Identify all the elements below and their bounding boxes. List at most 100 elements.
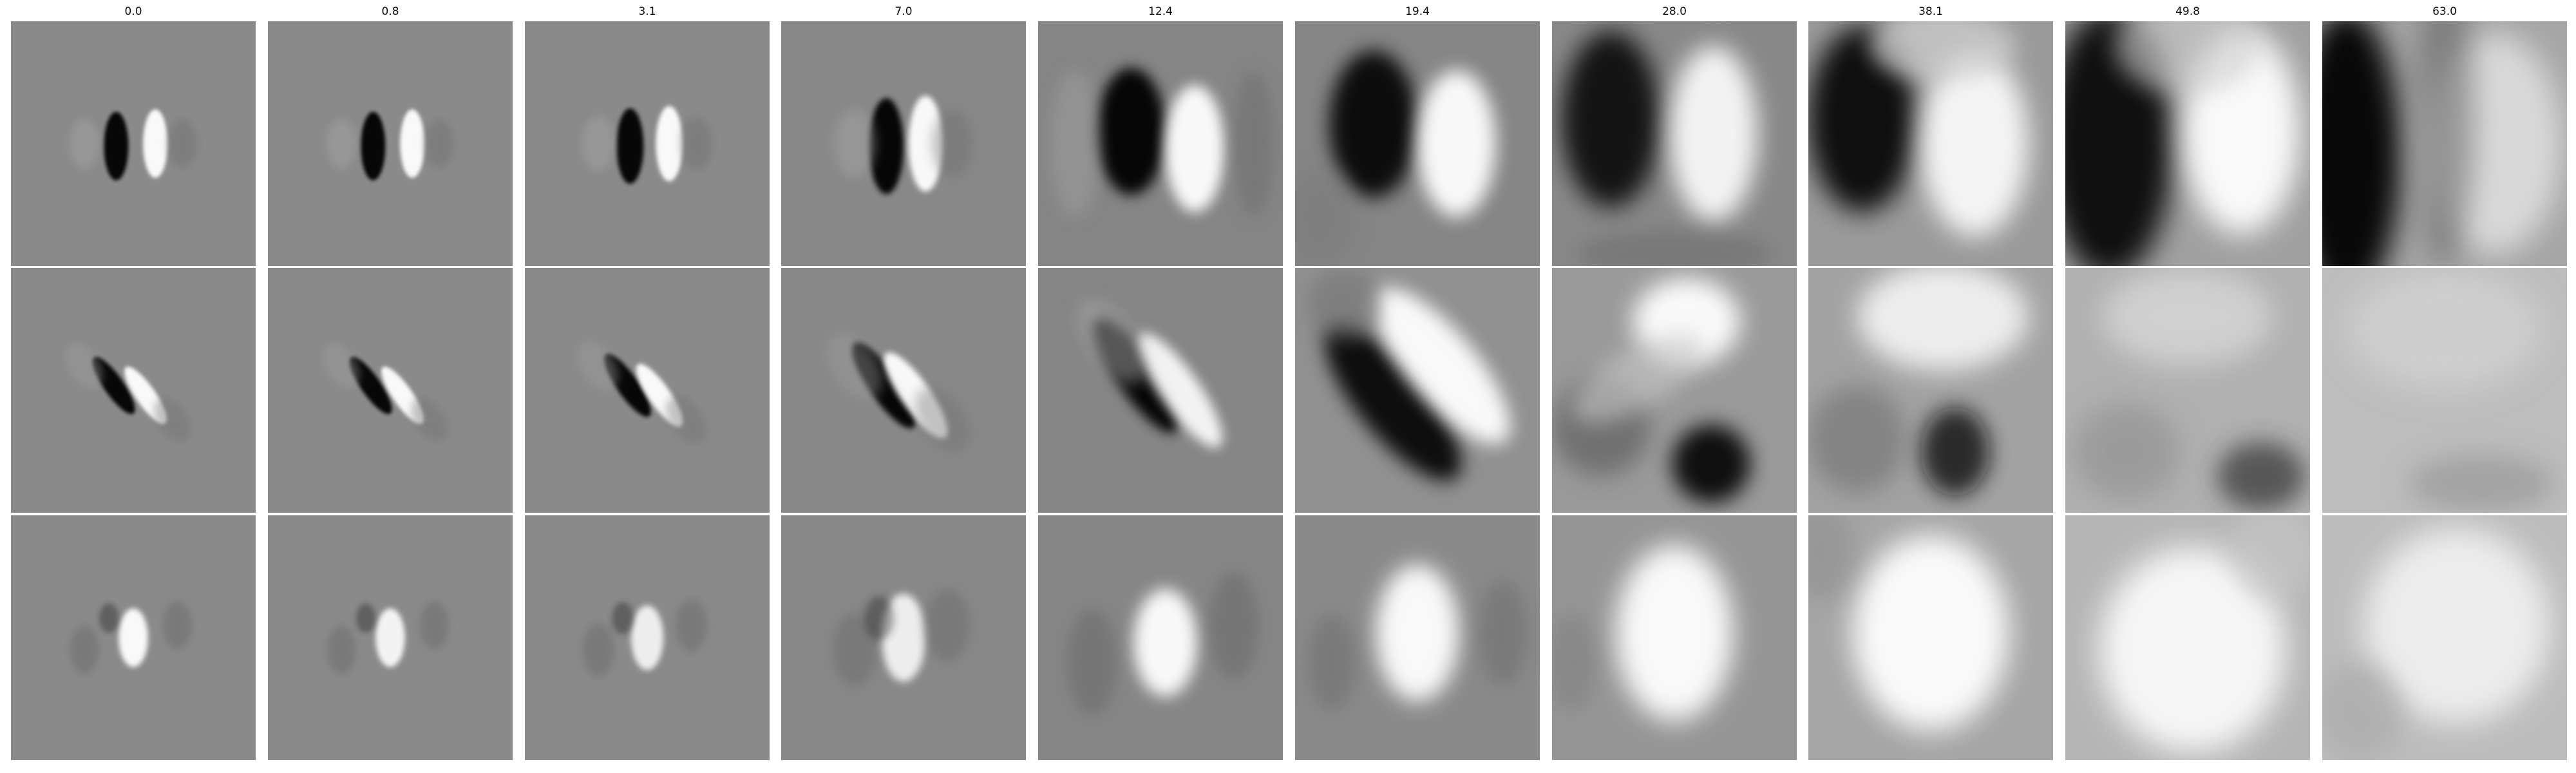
filter-panel xyxy=(2322,268,2567,513)
intensity-blob xyxy=(869,98,904,195)
intensity-blob xyxy=(104,111,129,180)
filter-panel xyxy=(268,268,513,513)
filter-panel xyxy=(1808,268,2053,513)
intensity-blob xyxy=(1479,578,1528,687)
filter-panel xyxy=(781,515,1026,760)
filter-panel xyxy=(781,21,1026,266)
column-label: 7.0 xyxy=(895,5,913,18)
filter-panel xyxy=(1808,515,2053,760)
intensity-blob xyxy=(630,605,664,671)
intensity-blob xyxy=(826,333,883,399)
intensity-blob xyxy=(1234,70,1273,217)
filter-panel xyxy=(1295,21,1540,266)
intensity-blob xyxy=(70,625,99,674)
filter-panel xyxy=(781,268,1026,513)
intensity-blob xyxy=(1165,84,1224,213)
intensity-blob xyxy=(582,623,615,677)
intensity-blob xyxy=(375,608,405,667)
intensity-blob xyxy=(1417,70,1496,217)
column-label: 49.8 xyxy=(2175,5,2200,18)
intensity-blob xyxy=(2322,21,2401,266)
intensity-blob xyxy=(355,603,376,633)
intensity-blob xyxy=(1307,268,1381,341)
intensity-blob xyxy=(2322,662,2403,760)
intensity-blob xyxy=(578,341,619,390)
filter-panel xyxy=(1295,515,1540,760)
filter-panel xyxy=(2065,21,2310,266)
intensity-blob xyxy=(1050,70,1099,217)
intensity-blob xyxy=(932,109,973,178)
intensity-blob xyxy=(162,601,193,650)
intensity-blob xyxy=(400,109,425,178)
filter-panel xyxy=(2322,515,2567,760)
filter-panel xyxy=(268,515,513,760)
column-label: 28.0 xyxy=(1662,5,1687,18)
intensity-blob xyxy=(1920,50,2029,237)
intensity-blob xyxy=(2102,268,2273,366)
filter-panel xyxy=(1038,21,1283,266)
intensity-blob xyxy=(99,603,119,633)
intensity-blob xyxy=(1808,26,1917,213)
intensity-blob xyxy=(925,589,970,662)
intensity-blob xyxy=(1295,168,1356,266)
intensity-blob xyxy=(1857,268,2029,371)
filter-panel xyxy=(268,21,513,266)
filter-panel xyxy=(525,515,770,760)
intensity-blob xyxy=(2072,403,2181,501)
intensity-blob xyxy=(1577,229,1772,266)
intensity-blob xyxy=(1808,515,1855,601)
intensity-blob xyxy=(616,108,644,184)
column-label: 19.4 xyxy=(1405,5,1430,18)
panel-background xyxy=(11,21,256,266)
intensity-blob xyxy=(1209,571,1258,680)
filter-panel xyxy=(1552,21,1797,266)
intensity-blob xyxy=(1920,407,1990,496)
intensity-blob xyxy=(327,119,356,168)
intensity-blob xyxy=(908,95,943,192)
intensity-blob xyxy=(419,601,450,650)
intensity-blob xyxy=(118,608,148,667)
filter-panel xyxy=(525,268,770,513)
panel-background xyxy=(525,21,770,266)
intensity-blob xyxy=(92,356,135,414)
intensity-blob xyxy=(1376,564,1459,701)
filter-panel xyxy=(11,268,256,513)
intensity-blob xyxy=(361,111,386,180)
intensity-blob xyxy=(323,344,360,388)
filter-panel xyxy=(2065,515,2310,760)
intensity-blob xyxy=(2099,547,2286,753)
filter-panel xyxy=(2065,268,2310,513)
intensity-blob xyxy=(1672,425,1750,503)
intensity-blob xyxy=(1562,31,1660,207)
filter-panel xyxy=(1808,21,2053,266)
intensity-blob xyxy=(2415,21,2474,266)
intensity-blob xyxy=(167,119,197,168)
intensity-blob xyxy=(1852,535,2009,731)
intensity-blob xyxy=(1325,324,1461,481)
intensity-blob xyxy=(1077,299,1146,384)
intensity-blob xyxy=(154,397,191,442)
intensity-blob xyxy=(327,625,356,674)
intensity-blob xyxy=(914,386,971,453)
column-label: 63.0 xyxy=(2432,5,2457,18)
column-label: 3.1 xyxy=(638,5,656,18)
intensity-blob xyxy=(1552,613,1596,711)
intensity-blob xyxy=(143,109,168,178)
filter-panel xyxy=(1552,268,1797,513)
filter-panel xyxy=(1295,268,1540,513)
intensity-blob xyxy=(1808,385,1906,493)
intensity-blob xyxy=(679,117,713,171)
intensity-blob xyxy=(66,344,103,388)
intensity-blob xyxy=(582,117,615,171)
intensity-blob xyxy=(424,119,454,168)
intensity-blob xyxy=(1067,608,1117,716)
column-label: 38.1 xyxy=(1918,5,1943,18)
intensity-blob xyxy=(411,397,448,442)
intensity-blob xyxy=(864,596,894,640)
intensity-blob xyxy=(2408,453,2555,513)
intensity-blob xyxy=(1097,68,1166,195)
filter-panel xyxy=(1038,515,1283,760)
filter-panel xyxy=(525,21,770,266)
intensity-blob xyxy=(1669,46,1758,222)
panel-background xyxy=(268,21,513,266)
